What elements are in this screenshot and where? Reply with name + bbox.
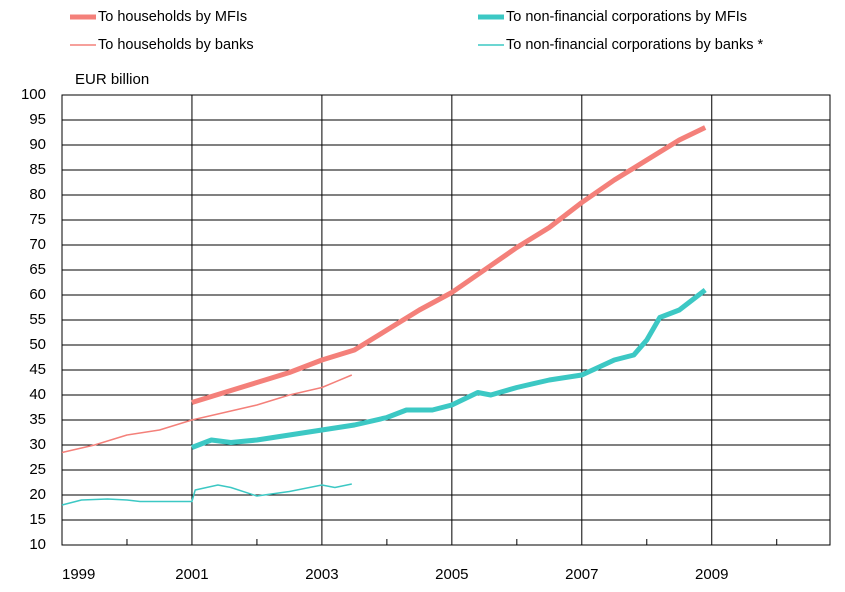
y-tick-label: 60: [29, 286, 46, 303]
series-line: [191, 288, 707, 450]
y-tick-label: 40: [29, 386, 46, 403]
plot-frame: [61, 94, 831, 546]
y-axis-label: EUR billion: [75, 71, 149, 88]
y-tick-label: 20: [29, 486, 46, 503]
series-line: [191, 125, 707, 405]
x-tick-label: 2005: [435, 566, 468, 583]
x-tick-label: 2009: [695, 566, 728, 583]
y-tick-label: 85: [29, 161, 46, 178]
series-line: [61, 483, 352, 506]
y-tick-label: 65: [29, 261, 46, 278]
y-tick-label: 15: [29, 511, 46, 528]
y-tick-label: 70: [29, 236, 46, 253]
legend-label: To households by MFIs: [98, 9, 247, 25]
legend-label: To households by banks: [98, 37, 254, 53]
legend-label: To non-financial corporations by MFIs: [506, 9, 747, 25]
series-line: [61, 374, 353, 454]
y-tick-label: 90: [29, 136, 46, 153]
legend-label: To non-financial corporations by banks *: [506, 37, 763, 53]
y-tick-label: 55: [29, 311, 46, 328]
y-tick-label: 95: [29, 111, 46, 128]
x-tick-label: 2003: [305, 566, 338, 583]
y-tick-label: 100: [21, 86, 46, 103]
y-tick-label: 25: [29, 461, 46, 478]
y-tick-label: 80: [29, 186, 46, 203]
y-tick-label: 35: [29, 411, 46, 428]
x-tick-label: 2001: [175, 566, 208, 583]
x-tick-label: 2007: [565, 566, 598, 583]
y-tick-label: 10: [29, 536, 46, 553]
x-tick-label: 1999: [62, 566, 95, 583]
y-tick-label: 75: [29, 211, 46, 228]
y-tick-label: 30: [29, 436, 46, 453]
y-tick-label: 50: [29, 336, 46, 353]
y-tick-label: 45: [29, 361, 46, 378]
